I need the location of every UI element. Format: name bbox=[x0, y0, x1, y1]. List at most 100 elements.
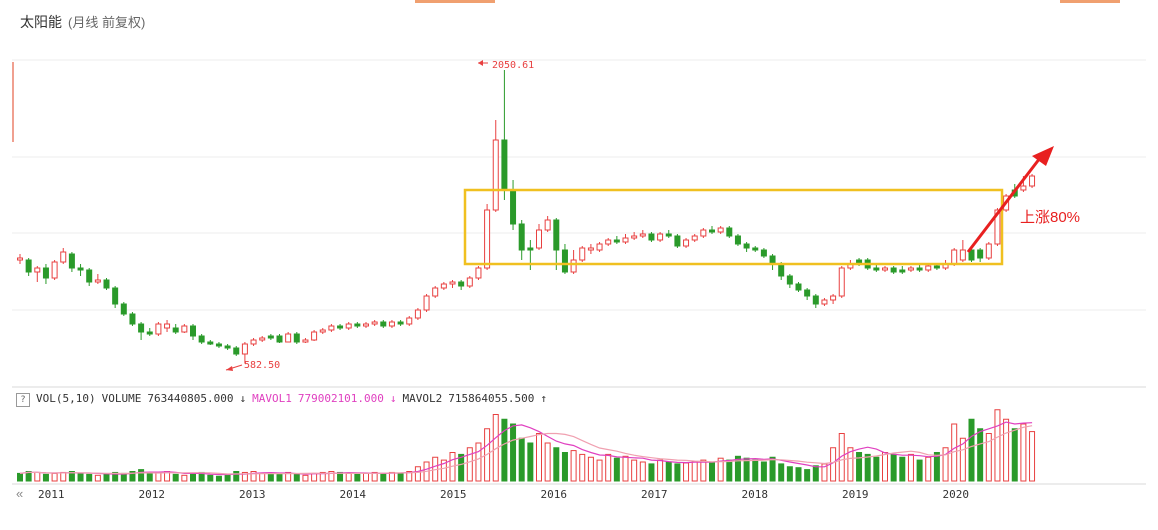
candle bbox=[51, 260, 58, 280]
candle-body bbox=[380, 321, 387, 327]
candle-body bbox=[985, 243, 992, 259]
candle bbox=[224, 344, 231, 350]
volume-bar bbox=[561, 452, 568, 482]
help-icon[interactable]: ? bbox=[16, 393, 30, 407]
candle-body bbox=[536, 229, 542, 249]
volume-bar bbox=[527, 442, 534, 482]
candle bbox=[752, 246, 759, 252]
candle-body bbox=[587, 247, 594, 251]
candle-body bbox=[613, 239, 620, 243]
volume-bar bbox=[224, 474, 231, 482]
candle bbox=[466, 276, 473, 288]
candle-body bbox=[544, 219, 551, 231]
candle bbox=[475, 266, 482, 280]
mavol2-label: MAVOL2 bbox=[402, 392, 443, 405]
top-accent-bar-right bbox=[1060, 0, 1120, 3]
candle-body bbox=[164, 323, 171, 329]
volume-bar bbox=[709, 461, 715, 482]
high-label: 2050.61 bbox=[492, 60, 534, 71]
candle-body bbox=[484, 209, 491, 269]
candle bbox=[155, 322, 162, 336]
consolidation-box bbox=[463, 188, 1004, 266]
ma-layer bbox=[19, 421, 1033, 476]
candle bbox=[164, 320, 171, 332]
volume-bar bbox=[250, 471, 257, 482]
candle bbox=[639, 230, 646, 238]
candle-body bbox=[622, 237, 629, 243]
volume-bar bbox=[717, 457, 724, 482]
candle-body bbox=[397, 321, 404, 325]
volume-bar bbox=[743, 457, 750, 482]
candle bbox=[812, 294, 819, 308]
volume-bar bbox=[241, 471, 248, 482]
volume-bar bbox=[17, 472, 23, 482]
candle-body bbox=[527, 247, 534, 251]
candle-body bbox=[103, 279, 110, 289]
volume-bar bbox=[665, 461, 672, 482]
candle-body bbox=[112, 287, 119, 305]
volume-bar bbox=[233, 471, 240, 482]
volume-bar bbox=[1029, 431, 1036, 482]
volume-bar bbox=[994, 409, 1001, 482]
stock-name: 太阳能 bbox=[20, 14, 62, 30]
volume-bar bbox=[1003, 418, 1010, 482]
candle-body bbox=[968, 249, 975, 261]
candle-body bbox=[752, 247, 759, 251]
candle bbox=[622, 234, 629, 244]
volume-bar bbox=[172, 473, 179, 482]
candle bbox=[665, 230, 672, 238]
volume-bar bbox=[613, 457, 620, 482]
candle-body bbox=[778, 263, 785, 277]
candle bbox=[873, 264, 880, 272]
candle bbox=[579, 246, 586, 262]
volume-bar bbox=[86, 473, 93, 482]
candle-body bbox=[224, 345, 231, 349]
volume-bar bbox=[605, 453, 612, 482]
volume-bar bbox=[570, 450, 577, 482]
candle bbox=[190, 324, 196, 340]
candle-body bbox=[639, 233, 646, 237]
candle-body bbox=[388, 321, 395, 327]
candle bbox=[838, 266, 845, 298]
candle bbox=[968, 248, 975, 262]
candle-body bbox=[657, 233, 664, 241]
candle bbox=[786, 274, 793, 288]
candle-body bbox=[873, 267, 880, 271]
candle-body bbox=[42, 267, 49, 279]
candle-body bbox=[760, 249, 767, 257]
candle bbox=[60, 248, 67, 264]
candle bbox=[25, 258, 32, 276]
volume-bar bbox=[769, 456, 776, 482]
volume-bar bbox=[293, 473, 300, 482]
candle-body bbox=[925, 265, 932, 271]
candle bbox=[207, 340, 214, 345]
top-accent-bar-left bbox=[415, 0, 495, 3]
volume-bar bbox=[691, 461, 698, 482]
candle bbox=[449, 280, 456, 288]
candle bbox=[587, 244, 594, 254]
volume-bar bbox=[907, 453, 914, 482]
candle bbox=[492, 120, 499, 212]
x-axis: 2011 2012 2013 2014 2015 2016 2017 2018 2019 2020 bbox=[38, 488, 969, 501]
volume-bar bbox=[518, 437, 525, 482]
candle bbox=[68, 252, 75, 272]
candle bbox=[596, 242, 603, 252]
candle bbox=[440, 282, 447, 290]
candle-body bbox=[440, 283, 447, 289]
candle bbox=[276, 334, 283, 343]
candle bbox=[631, 232, 638, 240]
volume-bar bbox=[657, 459, 664, 482]
candle-body bbox=[786, 275, 793, 285]
candle-body bbox=[717, 227, 724, 233]
candle-body bbox=[510, 189, 517, 225]
candle-body bbox=[700, 229, 707, 237]
volume-bar bbox=[959, 437, 966, 482]
volume-bar bbox=[916, 459, 923, 482]
candle bbox=[501, 70, 508, 200]
vol-indicator-label: VOL(5,10) bbox=[36, 392, 96, 405]
volume-bar bbox=[830, 447, 837, 482]
scroll-back-button[interactable]: « bbox=[16, 486, 24, 501]
volume-bar bbox=[181, 474, 188, 482]
volume-bar bbox=[778, 463, 785, 482]
